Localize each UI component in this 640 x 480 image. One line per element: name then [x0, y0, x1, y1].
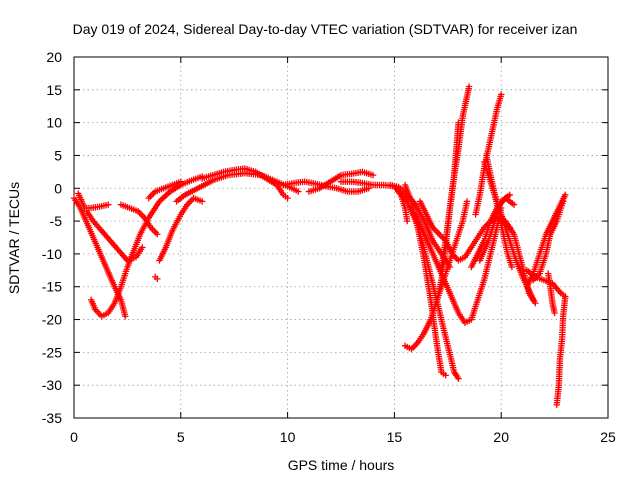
series-arc-24: [472, 91, 505, 218]
chart-title: Day 019 of 2024, Sidereal Day-to-day VTE…: [73, 21, 578, 37]
y-axis-ticks: -35 -30 -25 -20 -15 -10 -5 0 5 10 15 20: [42, 49, 608, 426]
y-tick-label: 20: [46, 49, 62, 65]
x-tick-label: 20: [493, 429, 509, 445]
series-arc-06: [145, 178, 184, 202]
series-arc-20: [438, 119, 462, 271]
data-point: [551, 309, 558, 317]
series-arc-01: [70, 194, 129, 320]
data-point: [104, 201, 112, 208]
y-tick-label: -5: [50, 213, 63, 229]
data-point: [122, 313, 129, 320]
y-tick-label: 15: [46, 82, 62, 98]
data-point: [455, 375, 462, 382]
series-arc-31: [544, 270, 558, 317]
data-point: [295, 188, 302, 195]
plot-frame: [73, 56, 609, 419]
series-arc-03: [83, 208, 146, 264]
x-tick-label: 25: [600, 429, 616, 445]
y-tick-label: -20: [42, 312, 62, 328]
x-axis-ticks: 0 5 10 15 20 25: [70, 57, 616, 445]
data-point: [530, 296, 537, 304]
series-arc-27: [476, 191, 513, 264]
data-point: [506, 224, 513, 231]
y-tick-label: 5: [54, 147, 62, 163]
data-point: [498, 91, 505, 98]
series-arc-18: [412, 204, 505, 327]
x-axis-label: GPS time / hours: [288, 457, 395, 473]
series-arc-12: [305, 168, 377, 195]
y-tick-label: 10: [46, 115, 62, 131]
data-point: [532, 299, 539, 307]
data-point: [510, 201, 518, 208]
data-point: [177, 178, 184, 185]
x-tick-label: 15: [387, 429, 403, 445]
data-point: [198, 198, 206, 205]
data-point: [465, 83, 473, 90]
data-point: [562, 293, 569, 300]
data-point: [455, 119, 462, 126]
data-point: [154, 231, 161, 238]
data-point: [506, 191, 513, 199]
y-tick-label: -35: [42, 410, 62, 426]
grid-lines: [74, 57, 608, 418]
y-tick-label: -15: [42, 279, 62, 295]
data-points: [70, 83, 569, 409]
series-arc-16: [401, 181, 449, 379]
data-point: [284, 194, 291, 202]
series-arc-07: [151, 273, 161, 283]
data-point: [442, 372, 449, 379]
series-arc-08: [156, 194, 206, 264]
series-arc-02: [75, 190, 112, 212]
data-point: [154, 275, 161, 283]
y-tick-label: -30: [42, 377, 62, 393]
series-arc-04: [87, 173, 206, 320]
data-point: [463, 198, 471, 205]
series-arc-13: [337, 178, 411, 225]
series-arc-05: [117, 201, 161, 238]
y-tick-label: -10: [42, 246, 62, 262]
data-point: [369, 171, 377, 179]
data-point: [559, 198, 567, 205]
x-tick-label: 0: [70, 429, 78, 445]
data-point: [562, 191, 569, 199]
data-point: [508, 263, 516, 271]
series-arc-14: [386, 181, 454, 271]
series-arc-32: [553, 293, 569, 409]
y-axis-label: SDTVAR / TECUs: [6, 182, 22, 294]
data-point: [139, 244, 146, 251]
x-tick-label: 10: [280, 429, 296, 445]
y-tick-label: 0: [54, 180, 62, 196]
data-point: [404, 217, 411, 225]
x-tick-label: 5: [177, 429, 185, 445]
series-arc-10: [198, 165, 291, 202]
y-tick-label: -25: [42, 344, 62, 360]
